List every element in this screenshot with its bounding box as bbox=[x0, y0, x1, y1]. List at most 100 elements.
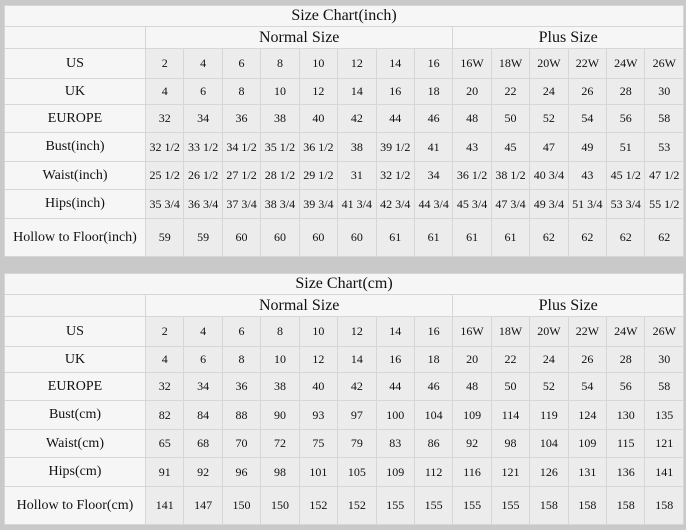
size-value-cell: 60 bbox=[260, 218, 300, 257]
table-row: Bust(cm) 82 84 88 90 93 97 100 104 109 114 119 124 13… bbox=[4, 400, 684, 430]
size-value-cell: 121 bbox=[490, 457, 531, 487]
size-value-cell: 32 bbox=[144, 372, 185, 401]
size-value-cell: 59 bbox=[144, 218, 185, 257]
size-value-cell: 41 bbox=[413, 132, 454, 162]
size-value-cell: 83 bbox=[375, 429, 415, 458]
size-value-cell: 84 bbox=[183, 400, 223, 430]
size-value-cell: 16 bbox=[375, 78, 415, 105]
size-value-cell: 42 bbox=[337, 104, 377, 133]
size-value-cell: 49 bbox=[567, 132, 608, 162]
size-value-cell: 45 bbox=[490, 132, 531, 162]
size-value-cell: 47 bbox=[529, 132, 569, 162]
table-row: Hips(inch) 35 3/4 36 3/4 37 3/4 38 3/4 39 3/4… bbox=[4, 189, 684, 219]
size-value-cell: 14 bbox=[375, 48, 415, 79]
plus-size-header: Plus Size bbox=[452, 26, 684, 49]
size-value-cell: 53 3/4 bbox=[606, 189, 646, 219]
size-value-cell: 109 bbox=[567, 429, 608, 458]
size-value-cell: 18 bbox=[413, 78, 454, 105]
size-value-cell: 30 bbox=[644, 346, 684, 373]
size-value-cell: 20W bbox=[529, 316, 569, 347]
size-value-cell: 26W bbox=[644, 48, 684, 79]
table-row: Waist(inch) 25 1/2 26 1/2 27 1/2 28 1/2 29 1/… bbox=[4, 161, 684, 190]
size-value-cell: 88 bbox=[221, 400, 262, 430]
size-value-cell: 51 bbox=[606, 132, 646, 162]
size-value-cell: 61 bbox=[452, 218, 492, 257]
table-row: Hollow to Floor(inch) 59 59 60 60 60 60 61 61 61 6… bbox=[4, 218, 684, 257]
size-value-cell: 62 bbox=[606, 218, 646, 257]
size-table: Size Chart(cm) Normal Size Plus Size US 2 4 6 8… bbox=[4, 273, 684, 525]
size-value-cell: 36 3/4 bbox=[183, 189, 223, 219]
row-label: US bbox=[4, 48, 146, 79]
size-value-cell: 30 bbox=[644, 78, 684, 105]
row-label: Waist(inch) bbox=[4, 161, 146, 190]
size-value-cell: 16W bbox=[452, 316, 492, 347]
size-value-cell: 116 bbox=[452, 457, 492, 487]
size-value-cell: 54 bbox=[567, 104, 608, 133]
size-value-cell: 47 3/4 bbox=[490, 189, 531, 219]
size-value-cell: 60 bbox=[221, 218, 262, 257]
size-value-cell: 115 bbox=[606, 429, 646, 458]
size-value-cell: 158 bbox=[606, 486, 646, 525]
size-value-cell: 40 3/4 bbox=[529, 161, 569, 190]
size-value-cell: 45 1/2 bbox=[606, 161, 646, 190]
size-value-cell: 41 3/4 bbox=[337, 189, 377, 219]
size-value-cell: 56 bbox=[606, 104, 646, 133]
size-value-cell: 91 bbox=[144, 457, 185, 487]
size-value-cell: 26W bbox=[644, 316, 684, 347]
size-value-cell: 8 bbox=[260, 316, 300, 347]
size-value-cell: 12 bbox=[298, 78, 339, 105]
size-value-cell: 50 bbox=[490, 372, 531, 401]
size-value-cell: 10 bbox=[298, 48, 339, 79]
size-value-cell: 18W bbox=[490, 316, 531, 347]
size-value-cell: 32 1/2 bbox=[375, 161, 415, 190]
size-value-cell: 62 bbox=[529, 218, 569, 257]
size-value-cell: 32 1/2 bbox=[144, 132, 185, 162]
size-value-cell: 90 bbox=[260, 400, 300, 430]
size-value-cell: 109 bbox=[452, 400, 492, 430]
size-value-cell: 52 bbox=[529, 104, 569, 133]
size-value-cell: 100 bbox=[375, 400, 415, 430]
size-value-cell: 98 bbox=[490, 429, 531, 458]
size-value-cell: 65 bbox=[144, 429, 185, 458]
size-value-cell: 152 bbox=[298, 486, 339, 525]
size-value-cell: 44 bbox=[375, 104, 415, 133]
size-value-cell: 44 3/4 bbox=[413, 189, 454, 219]
size-value-cell: 34 bbox=[183, 104, 223, 133]
size-value-cell: 44 bbox=[375, 372, 415, 401]
size-value-cell: 14 bbox=[337, 346, 377, 373]
table-row: UK 4 6 8 10 12 14 16 18 20 22 24 26 28 30 bbox=[4, 346, 684, 373]
size-value-cell: 40 bbox=[298, 372, 339, 401]
size-value-cell: 60 bbox=[298, 218, 339, 257]
table-row: EUROPE 32 34 36 38 40 42 44 46 48 50 52 54 56 58 bbox=[4, 372, 684, 401]
size-value-cell: 58 bbox=[644, 372, 684, 401]
size-value-cell: 150 bbox=[221, 486, 262, 525]
size-value-cell: 54 bbox=[567, 372, 608, 401]
size-value-cell: 16W bbox=[452, 48, 492, 79]
size-value-cell: 43 bbox=[452, 132, 492, 162]
size-value-cell: 36 1/2 bbox=[298, 132, 339, 162]
size-value-cell: 16 bbox=[413, 316, 454, 347]
size-value-cell: 98 bbox=[260, 457, 300, 487]
size-value-cell: 101 bbox=[298, 457, 339, 487]
size-value-cell: 152 bbox=[337, 486, 377, 525]
size-value-cell: 24 bbox=[529, 346, 569, 373]
size-value-cell: 34 bbox=[413, 161, 454, 190]
size-value-cell: 38 bbox=[260, 372, 300, 401]
size-value-cell: 53 bbox=[644, 132, 684, 162]
table-row: Hollow to Floor(cm) 141 147 150 150 152 152 155… bbox=[4, 486, 684, 525]
size-value-cell: 38 bbox=[260, 104, 300, 133]
size-value-cell: 46 bbox=[413, 104, 454, 133]
size-value-cell: 150 bbox=[260, 486, 300, 525]
table-row: US 2 4 6 8 10 12 14 16 16W 18W 20W 22W 24W 26W bbox=[4, 316, 684, 347]
size-value-cell: 36 1/2 bbox=[452, 161, 492, 190]
row-label: Bust(inch) bbox=[4, 132, 146, 162]
size-chart-inch: Size Chart(inch) Normal Size Plus Size US 2 4… bbox=[4, 5, 684, 257]
size-value-cell: 72 bbox=[260, 429, 300, 458]
size-value-cell: 48 bbox=[452, 104, 492, 133]
size-value-cell: 46 bbox=[413, 372, 454, 401]
size-value-cell: 124 bbox=[567, 400, 608, 430]
title-row: Size Chart(cm) bbox=[4, 273, 684, 295]
table-row: Hips(cm) 91 92 96 98 101 105 109 112 116 121 126 131… bbox=[4, 457, 684, 487]
size-value-cell: 112 bbox=[413, 457, 454, 487]
size-value-cell: 68 bbox=[183, 429, 223, 458]
